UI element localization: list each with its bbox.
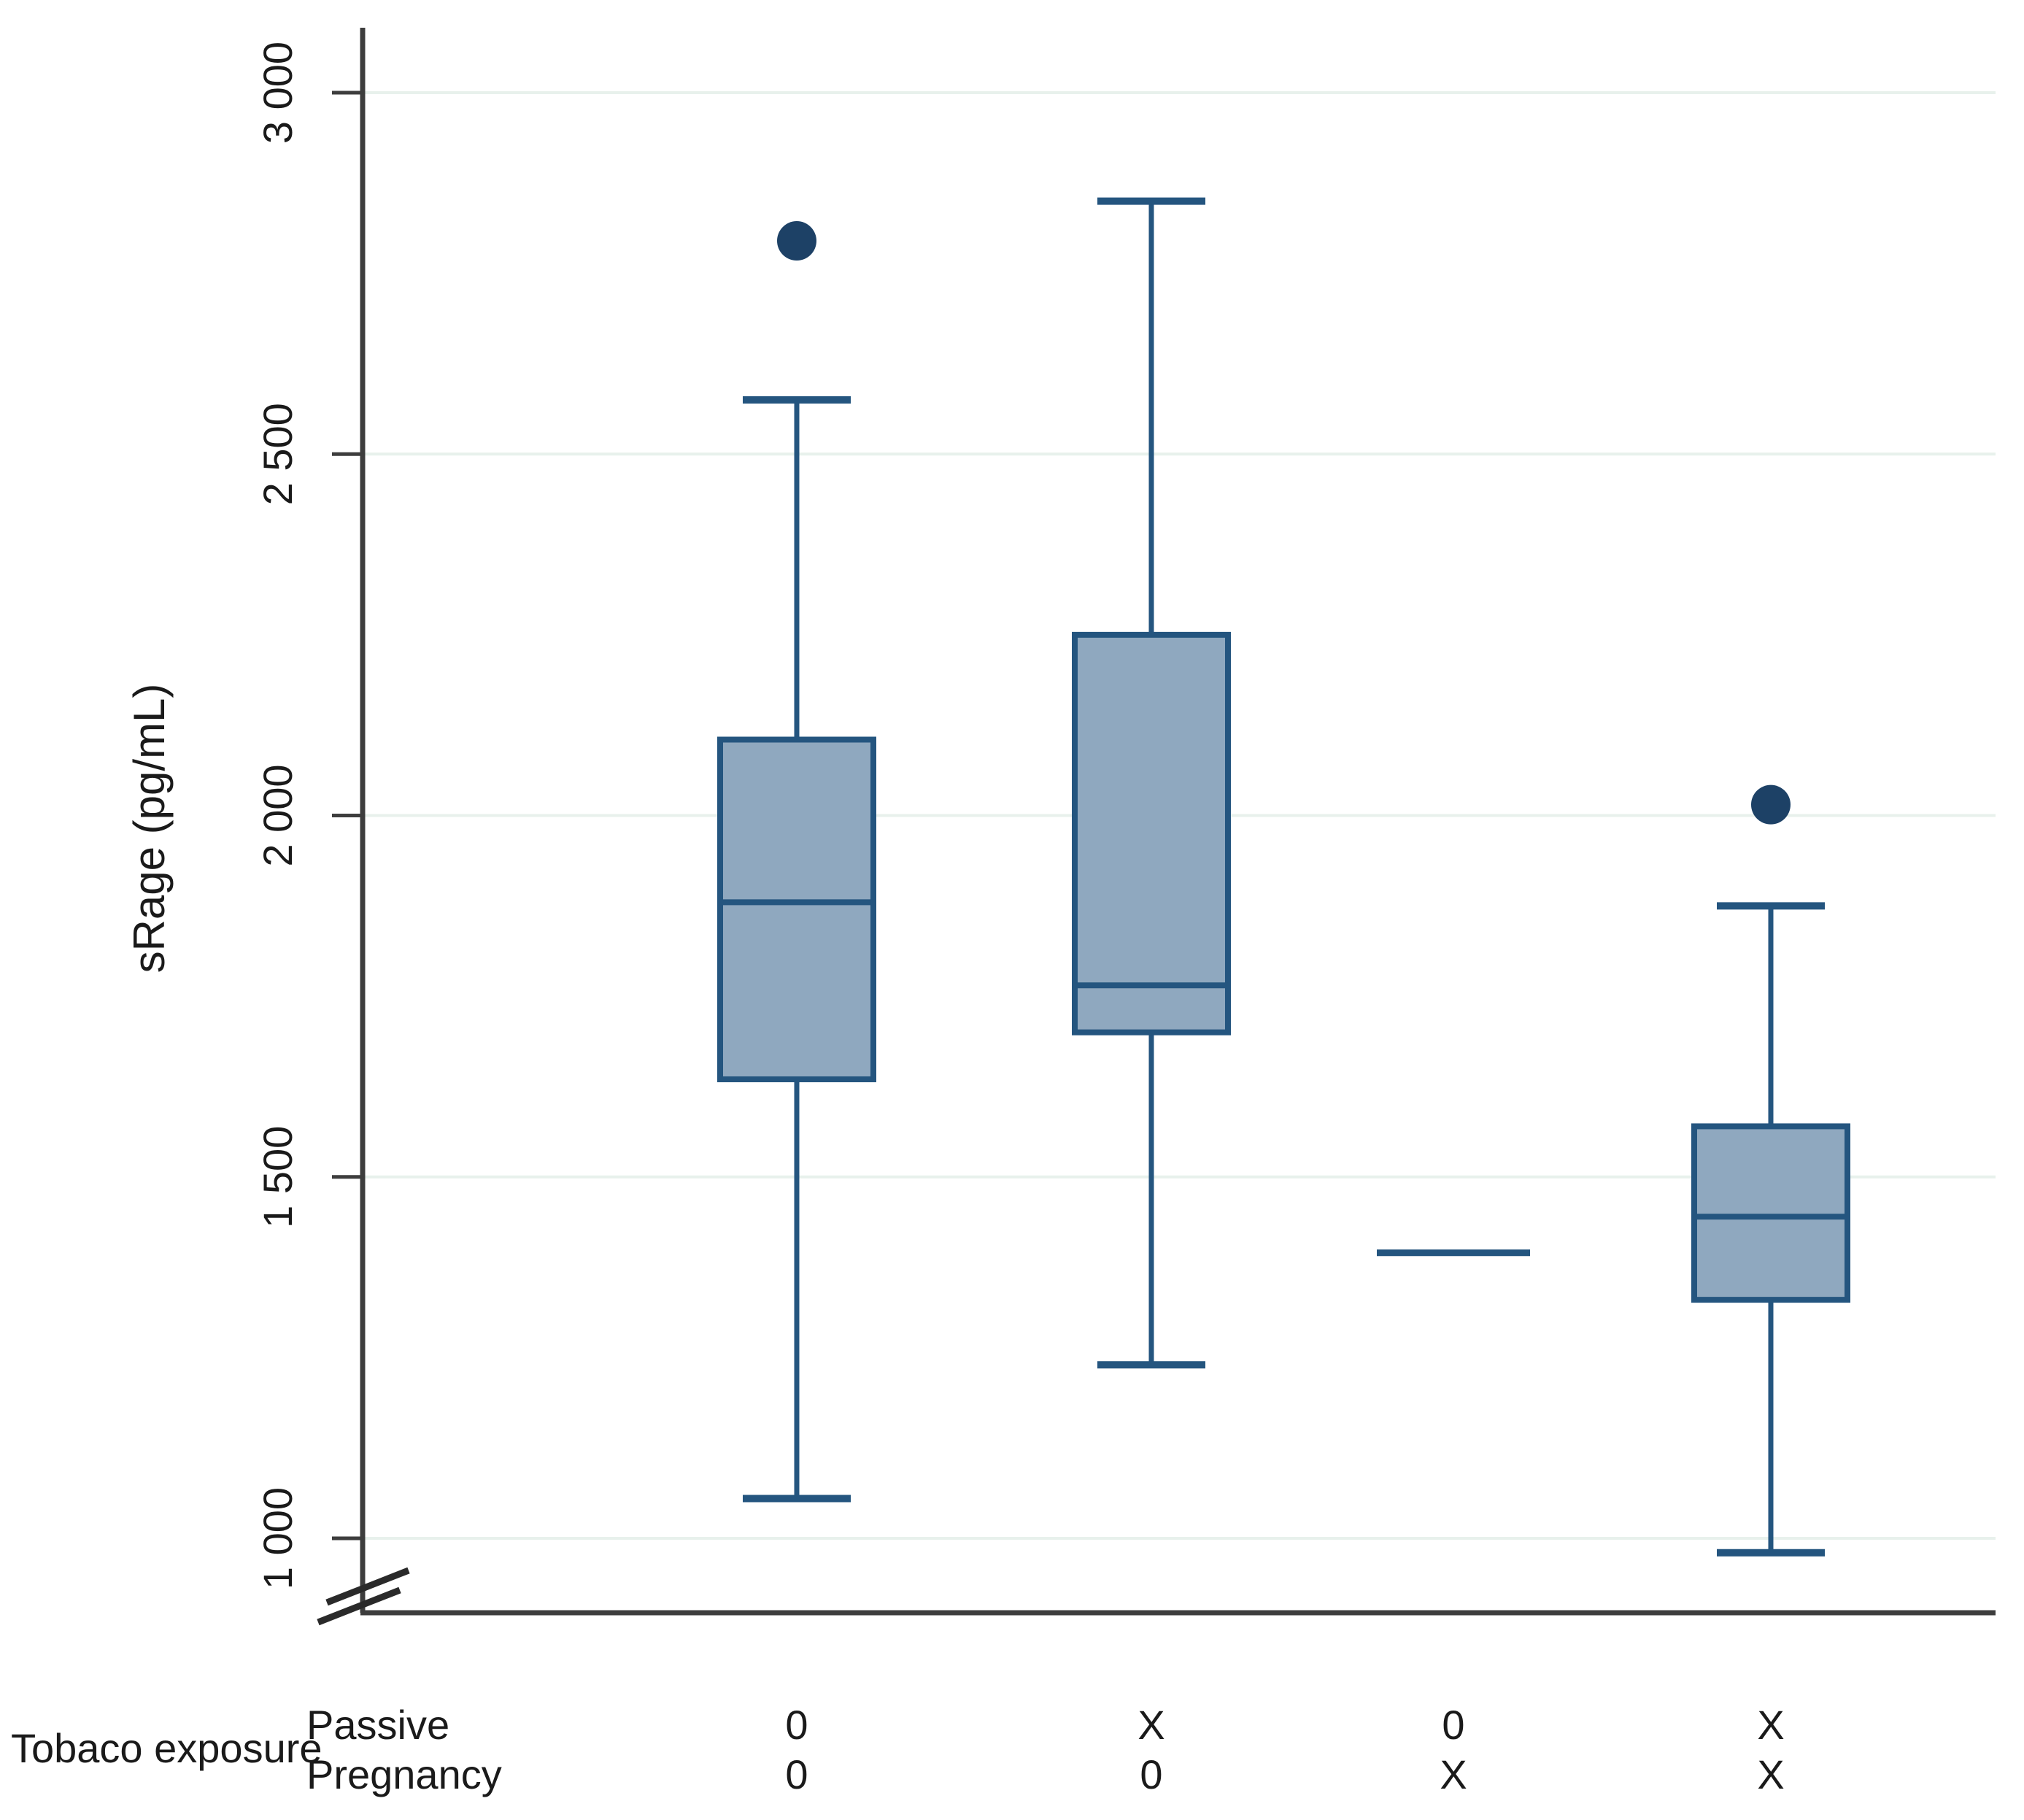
axes-layer [317,28,1996,1626]
axis-break-mark [317,1586,401,1626]
x-category-passive-4: X [1757,1702,1784,1748]
axis-break-mark [325,1567,410,1606]
y-tick-label-1500: 1 500 [255,1126,301,1228]
x-category-pregnancy-3: X [1440,1751,1467,1797]
box-group-4 [1691,784,1850,1557]
y-tick-label-2500: 2 500 [255,403,301,505]
box-group-2 [1072,197,1231,1369]
x-axis-group-label: Tobaco exposure [11,1725,322,1771]
box-group-1 [717,221,876,1503]
x-axis-row-label-passive: Passive [306,1702,449,1748]
tick-labels-layer: 3 000 2 500 2 000 1 500 1 000 [255,42,301,1589]
outlier-dot [777,221,816,261]
boxes-layer [717,197,1850,1557]
outlier-dot [1751,784,1791,825]
iqr-box [1072,631,1231,1036]
y-tick-label-2000: 2 000 [255,764,301,866]
x-category-passive-1: 0 [785,1702,808,1748]
x-category-pregnancy-4: X [1757,1751,1784,1797]
y-tick-label-3000: 3 000 [255,42,301,144]
x-category-passive-2: X [1137,1702,1164,1748]
x-axis-row-label-pregnancy: Pregnancy [306,1751,502,1797]
iqr-box [1691,1123,1850,1303]
y-tick-label-1000: 1 000 [255,1487,301,1589]
x-category-pregnancy-2: 0 [1140,1751,1162,1797]
iqr-box [717,736,876,1083]
x-category-pregnancy-1: 0 [785,1751,808,1797]
y-axis-title: sRage (pg/mL) [125,684,174,973]
x-category-passive-3: 0 [1442,1702,1464,1748]
